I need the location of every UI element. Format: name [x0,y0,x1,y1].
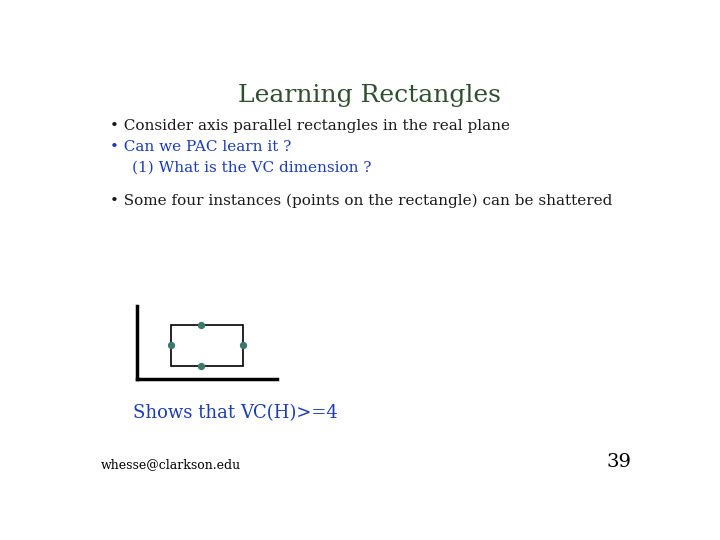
Text: • Consider axis parallel rectangles in the real plane: • Consider axis parallel rectangles in t… [109,119,510,133]
Text: • Can we PAC learn it ?: • Can we PAC learn it ? [109,140,291,154]
Text: whesse@clarkson.edu: whesse@clarkson.edu [101,458,241,471]
Text: 39: 39 [606,454,631,471]
Point [238,341,249,350]
Text: VC(H)>=4: VC(H)>=4 [240,404,338,422]
Text: • Some four instances (points on the rectangle) can be shattered: • Some four instances (points on the rec… [109,194,612,208]
Point [196,362,207,370]
Bar [171,325,243,366]
Text: Learning Rectangles: Learning Rectangles [238,84,500,106]
Point [196,320,207,329]
Point [165,341,176,350]
Text: (1) What is the VC dimension ?: (1) What is the VC dimension ? [132,160,372,174]
Text: Shows that: Shows that [132,404,240,422]
